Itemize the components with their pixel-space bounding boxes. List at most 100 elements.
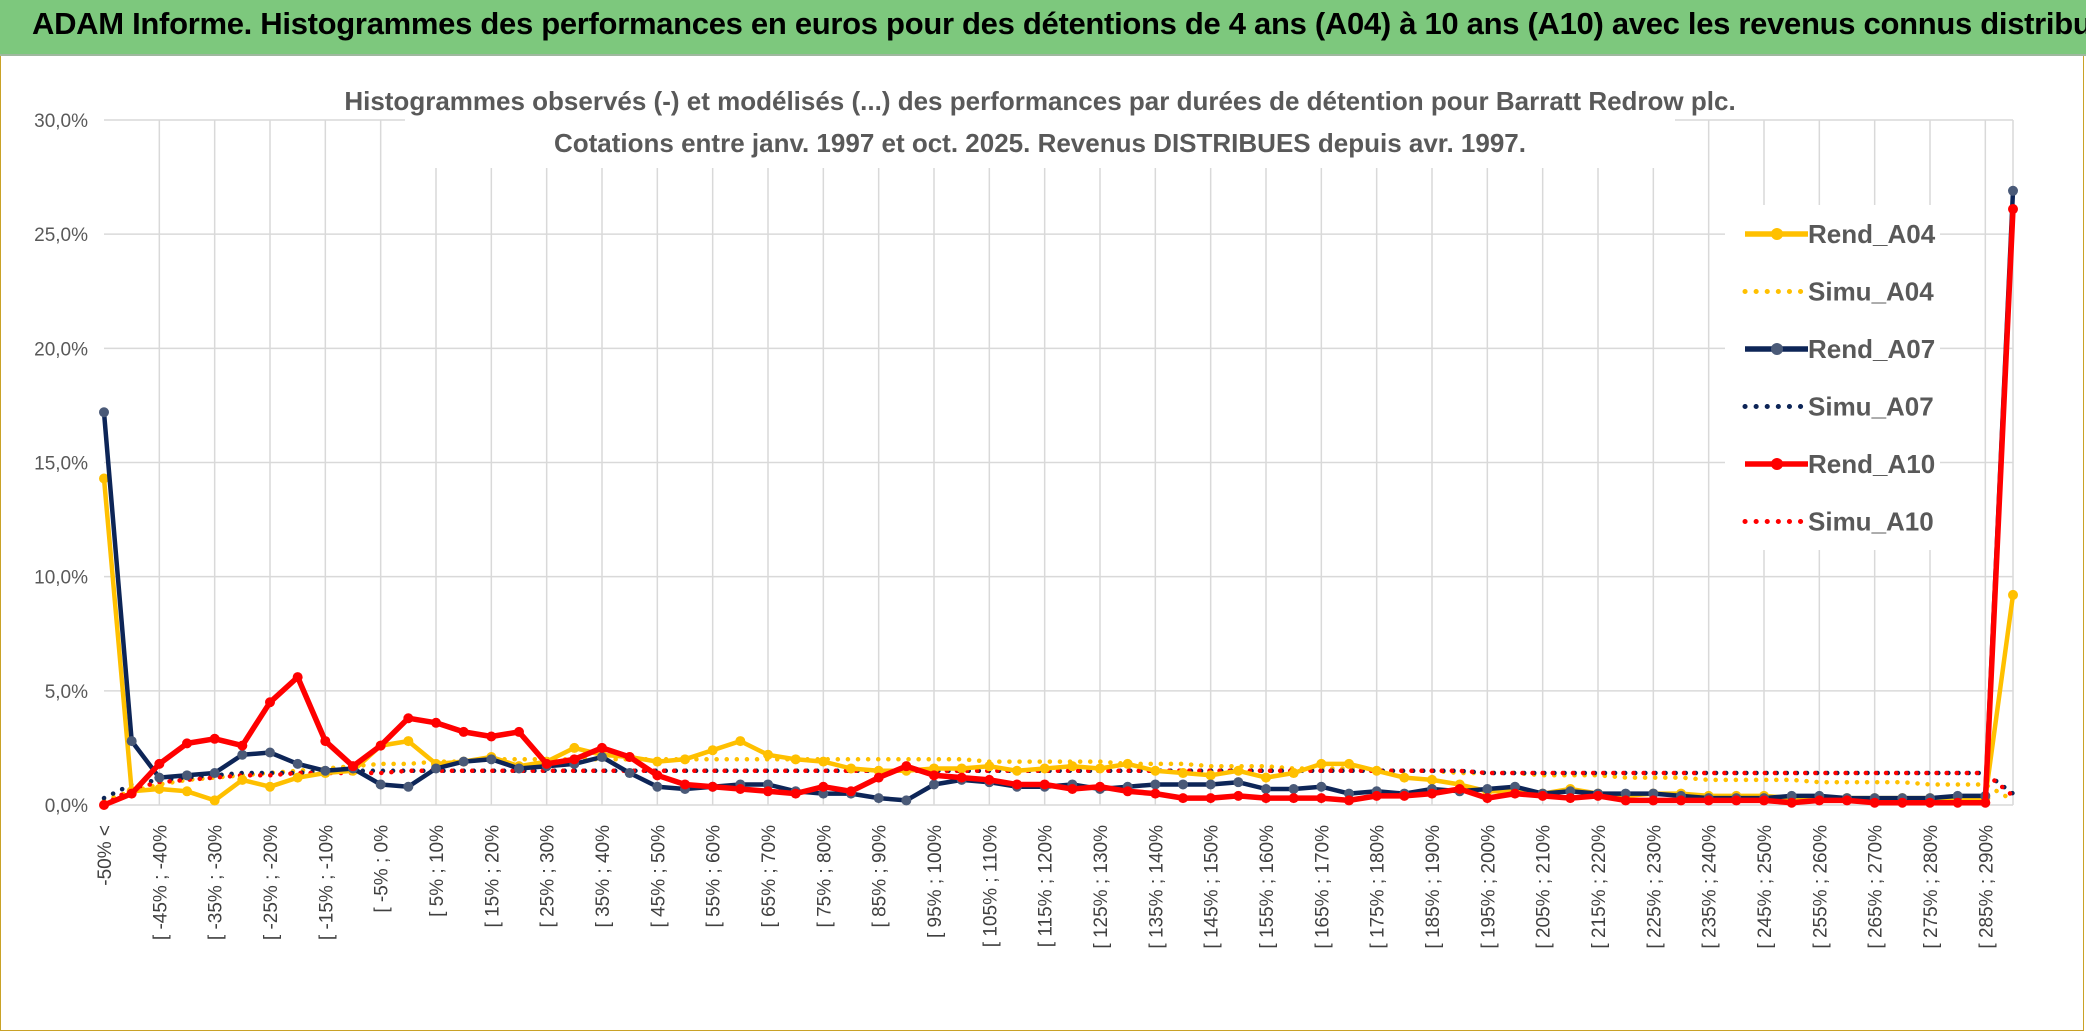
data-point	[1537, 790, 1548, 801]
x-tick-label: [ 285% ; 290%	[1976, 825, 1997, 949]
data-point	[1648, 788, 1659, 799]
data-point	[1205, 779, 1216, 790]
data-point	[154, 772, 165, 783]
data-point	[1150, 788, 1161, 799]
data-point	[873, 793, 884, 804]
data-point	[458, 726, 469, 737]
data-point	[846, 763, 856, 774]
data-point	[154, 784, 165, 795]
data-point	[1122, 758, 1133, 769]
data-point	[99, 407, 109, 418]
data-point	[265, 781, 275, 792]
legend-label: Simu_A07	[1808, 392, 1934, 422]
data-point	[929, 763, 939, 774]
data-point	[237, 774, 248, 785]
data-point	[984, 761, 995, 772]
series-layer	[99, 185, 2018, 810]
x-tick-label: [ 205% ; 210%	[1534, 825, 1555, 949]
data-point	[818, 781, 829, 792]
data-point	[320, 765, 331, 776]
data-point	[1288, 784, 1299, 795]
data-point	[126, 788, 137, 799]
data-point	[1233, 765, 1244, 776]
x-tick-label: [ 115% ; 120%	[1036, 825, 1057, 947]
x-tick-label: [ 35% ; 40%	[593, 825, 614, 928]
data-point	[2008, 185, 2018, 196]
data-point	[209, 733, 220, 744]
data-point	[1012, 779, 1022, 790]
data-point	[1510, 788, 1520, 799]
data-point	[1261, 772, 1271, 783]
data-point	[514, 763, 524, 774]
legend-background	[1725, 205, 1940, 550]
data-point	[1952, 790, 1963, 801]
data-point	[929, 770, 939, 781]
data-point	[652, 781, 663, 792]
x-tick-label: [ 25% ; 30%	[538, 825, 559, 928]
data-point	[2008, 589, 2018, 600]
x-axis-ticks: -50% < [ -45% ; -40% [ -35% ; -30% [ -25% ;…	[95, 825, 1997, 949]
data-point	[624, 768, 635, 779]
data-point	[901, 761, 912, 772]
series-line	[101, 757, 2016, 803]
data-point	[569, 754, 580, 765]
x-tick-label: [ 95% ; 100%	[925, 825, 946, 938]
data-point	[237, 749, 248, 760]
data-point	[375, 740, 386, 751]
report-banner: ADAM Informe. Histogrammes des performan…	[0, 0, 2086, 56]
legend-marker	[1771, 228, 1783, 240]
data-point	[1510, 781, 1520, 792]
legend: Rend_A04 Simu_A04 Rend_A07 Simu_A07 Rend_A10…	[1725, 205, 1940, 550]
data-point	[1371, 790, 1382, 801]
data-point	[1178, 779, 1188, 790]
data-point	[818, 756, 829, 767]
x-tick-label: [ -5% ; 0%	[372, 825, 393, 913]
y-tick-label: 20,0%	[34, 339, 88, 360]
data-point	[431, 717, 441, 728]
y-tick-label: 30,0%	[34, 111, 88, 132]
x-tick-label: [ 215% ; 220%	[1589, 825, 1610, 949]
data-point	[265, 747, 275, 758]
x-tick-label: [ 165% ; 170%	[1312, 825, 1333, 949]
data-point	[956, 772, 967, 783]
data-point	[1399, 790, 1410, 801]
data-point	[818, 788, 829, 799]
legend-label: Simu_A04	[1808, 277, 1934, 307]
title-background	[405, 78, 1675, 168]
data-point	[1648, 795, 1659, 806]
x-tick-label: [ 55% ; 60%	[704, 825, 725, 928]
chart-title-line-1: Histogrammes observés (-) et modélisés (…	[344, 86, 1735, 116]
x-tick-label: [ 85% ; 90%	[870, 825, 891, 928]
data-point	[1261, 793, 1271, 804]
x-tick-label: [ 245% ; 250%	[1755, 825, 1776, 949]
legend-item: Rend_A07	[1745, 334, 1935, 364]
data-point	[1814, 795, 1825, 806]
data-point	[763, 779, 773, 790]
series-rend-a10	[99, 204, 2018, 810]
legend-item: Rend_A10	[1745, 449, 1935, 479]
data-point	[292, 758, 303, 769]
x-tick-label: [ -35% ; -30%	[206, 825, 227, 940]
data-point	[1897, 797, 1908, 808]
data-point	[1316, 781, 1327, 792]
data-point	[763, 749, 773, 760]
data-point	[320, 736, 331, 747]
data-point	[1482, 793, 1493, 804]
data-point	[763, 786, 773, 797]
data-point	[348, 761, 358, 772]
data-point	[1067, 784, 1078, 795]
data-point	[1842, 795, 1852, 806]
data-point	[1344, 795, 1354, 806]
data-point	[2008, 204, 2018, 215]
data-point	[1178, 768, 1188, 779]
y-tick-label: 0,0%	[45, 796, 88, 817]
x-tick-label: [ 45% ; 50%	[648, 825, 669, 928]
legend-marker	[1771, 458, 1783, 470]
data-point	[1122, 786, 1133, 797]
data-point	[1427, 774, 1437, 785]
data-point	[541, 758, 552, 769]
data-point	[292, 772, 303, 783]
legend-item: Simu_A04	[1742, 277, 1934, 307]
data-point	[1759, 795, 1769, 806]
